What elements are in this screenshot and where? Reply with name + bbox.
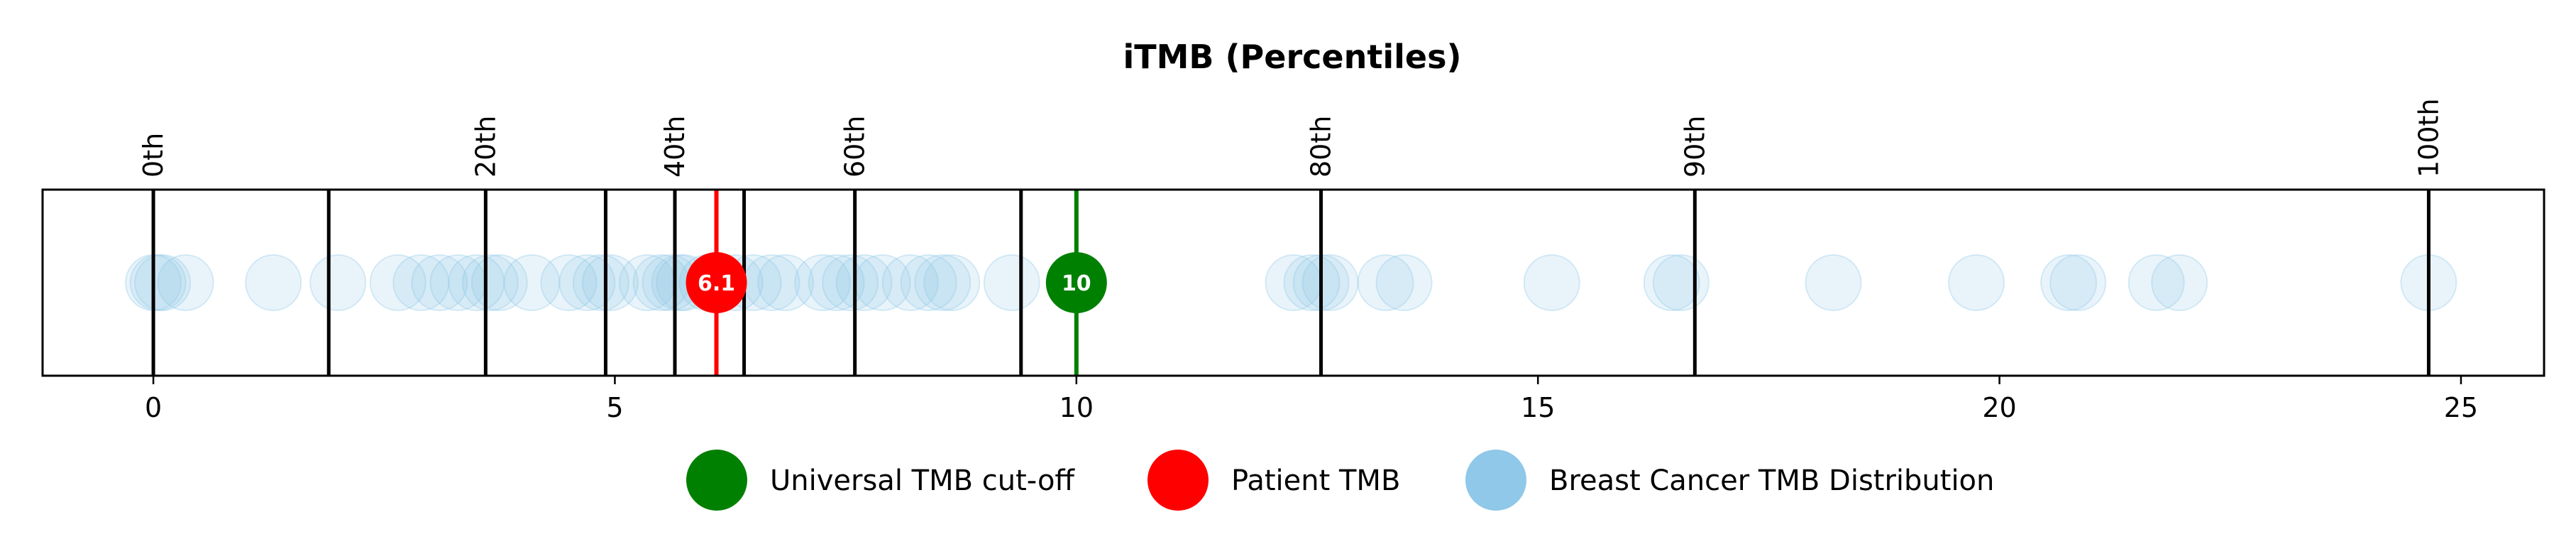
legend-label: Universal TMB cut-off — [770, 464, 1075, 497]
percentile-label: 80th — [1306, 116, 1337, 178]
x-tick-label: 20 — [1982, 392, 2016, 423]
percentile-lines: 0th 20th 40th 60th 80th 90th 100th — [138, 98, 2444, 376]
distribution-point — [503, 254, 561, 311]
distribution-point — [245, 254, 302, 311]
distribution-point — [983, 254, 1040, 311]
legend-swatch — [1147, 450, 1209, 511]
x-tick-label: 25 — [2444, 392, 2478, 423]
distribution-point — [157, 254, 214, 311]
distribution-point — [134, 254, 192, 311]
distribution-points — [125, 254, 2457, 311]
percentile-label: 90th — [1679, 116, 1710, 178]
legend: Universal TMB cut-off Patient TMB Breast C… — [686, 450, 1994, 511]
percentile-label: 0th — [138, 133, 169, 178]
universal-cutoff-marker — [1045, 252, 1107, 313]
x-tick-label: 0 — [145, 392, 162, 423]
universal-cutoff-label: 10 — [1062, 271, 1091, 296]
distribution-point — [1805, 254, 1862, 311]
tmb-markers: 6.1 10 — [686, 190, 1107, 376]
distribution-point — [540, 254, 598, 311]
patient-tmb-marker — [686, 252, 747, 313]
x-tick-label: 5 — [606, 392, 623, 423]
distribution-point — [1948, 254, 2005, 311]
distribution-point — [822, 254, 879, 311]
distribution-point — [572, 254, 629, 311]
distribution-point — [1375, 254, 1433, 311]
legend-label: Breast Cancer TMB Distribution — [1549, 464, 1994, 497]
x-tick-label: 15 — [1521, 392, 1555, 423]
percentile-label: 20th — [470, 116, 501, 178]
distribution-point — [581, 254, 639, 311]
distribution-point — [2151, 254, 2208, 311]
distribution-point — [794, 254, 852, 311]
distribution-point — [2128, 254, 2185, 311]
distribution-point — [881, 254, 939, 311]
distribution-point — [1357, 254, 1414, 311]
distribution-point — [1523, 254, 1580, 311]
distribution-point — [808, 254, 865, 311]
distribution-point — [1301, 254, 1359, 311]
distribution-point — [448, 254, 505, 311]
distribution-point — [461, 254, 519, 311]
distribution-point — [2040, 254, 2098, 311]
percentile-label: 100th — [2413, 98, 2444, 178]
patient-tmb-label: 6.1 — [698, 271, 735, 296]
distribution-point — [309, 254, 367, 311]
distribution-point — [129, 254, 187, 311]
percentile-label: 40th — [659, 116, 690, 178]
distribution-point — [369, 254, 426, 311]
legend-swatch — [686, 450, 747, 511]
distribution-point — [835, 254, 893, 311]
distribution-point — [900, 254, 957, 311]
distribution-point — [1283, 254, 1341, 311]
plot-frame — [41, 188, 2545, 377]
legend-swatch — [1465, 450, 1526, 511]
distribution-point — [2049, 254, 2107, 311]
x-tick-label: 10 — [1059, 392, 1094, 423]
percentile-label: 60th — [840, 116, 871, 178]
distribution-point — [757, 254, 815, 311]
chart-title: iTMB (Percentiles) — [1123, 38, 1462, 76]
legend-label: Patient TMB — [1231, 464, 1400, 497]
distribution-point — [923, 254, 981, 311]
distribution-point — [1643, 254, 1700, 311]
distribution-point — [558, 254, 616, 311]
distribution-point — [392, 254, 450, 311]
distribution-point — [1652, 254, 1710, 311]
distribution-point — [411, 254, 468, 311]
distribution-point — [914, 254, 971, 311]
x-axis: 0 5 10 15 20 25 — [145, 376, 2478, 423]
